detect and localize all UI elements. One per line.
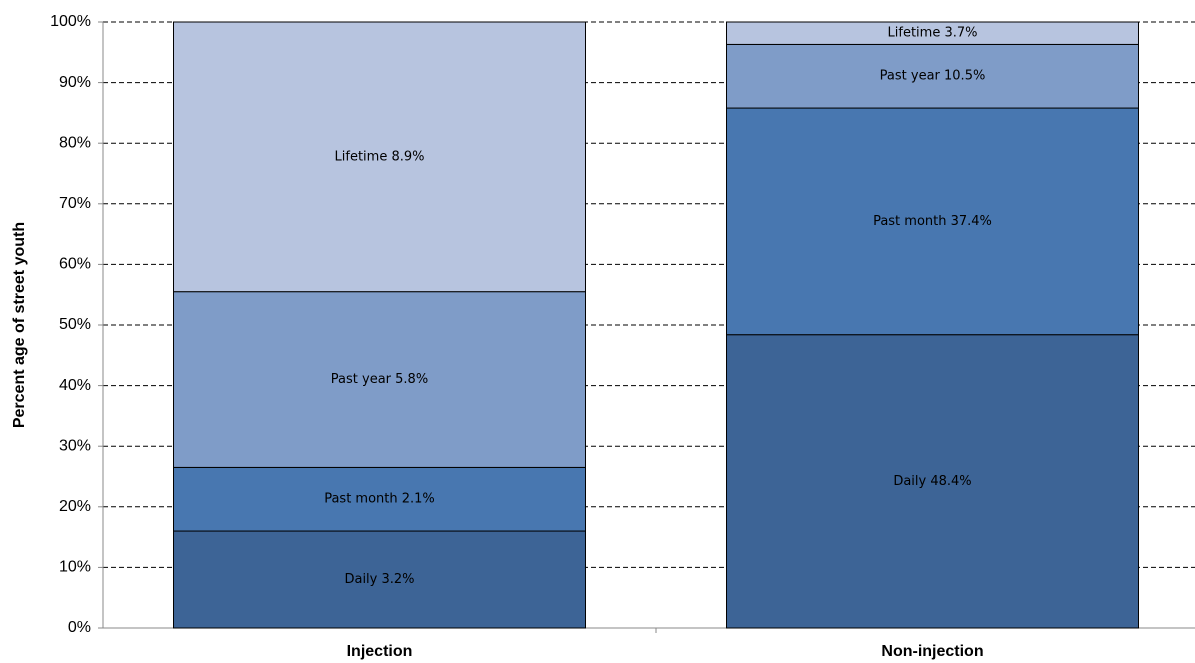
bar-segment	[173, 530, 586, 629]
segment-label: Lifetime 3.7%	[888, 26, 978, 41]
y-tick-label: 20%	[59, 498, 91, 515]
y-tick-label: 0%	[68, 619, 91, 636]
segment-label: Past month 37.4%	[873, 214, 992, 229]
y-tick-label: 40%	[59, 377, 91, 394]
y-tick-label: 30%	[59, 437, 91, 454]
segment-label: Past month 2.1%	[324, 492, 435, 507]
x-tick-label: Injection	[347, 643, 413, 660]
y-tick-label: 10%	[59, 559, 91, 576]
x-tick-label: Non-injection	[881, 643, 983, 660]
segment-label: Past year 10.5%	[880, 69, 986, 84]
bar-segment	[173, 466, 586, 532]
y-tick-label: 50%	[59, 316, 91, 333]
segment-label: Lifetime 8.9%	[335, 149, 425, 164]
bar-segment	[726, 43, 1139, 109]
y-axis-label: Percent age of street youth	[11, 222, 28, 428]
bar-segment	[726, 107, 1139, 336]
bar-segment	[726, 21, 1139, 45]
segment-label: Daily 48.4%	[893, 474, 971, 489]
y-tick-label: 60%	[59, 256, 91, 273]
segment-label: Daily 3.2%	[344, 572, 414, 587]
segment-label: Past year 5.8%	[331, 372, 428, 387]
bar-segment	[173, 291, 586, 468]
bar-segment	[726, 334, 1139, 629]
bar-segment	[173, 21, 586, 293]
y-tick-label: 100%	[50, 13, 91, 30]
y-tick-label: 70%	[59, 195, 91, 212]
y-tick-label: 80%	[59, 134, 91, 151]
y-tick-label: 90%	[59, 74, 91, 91]
